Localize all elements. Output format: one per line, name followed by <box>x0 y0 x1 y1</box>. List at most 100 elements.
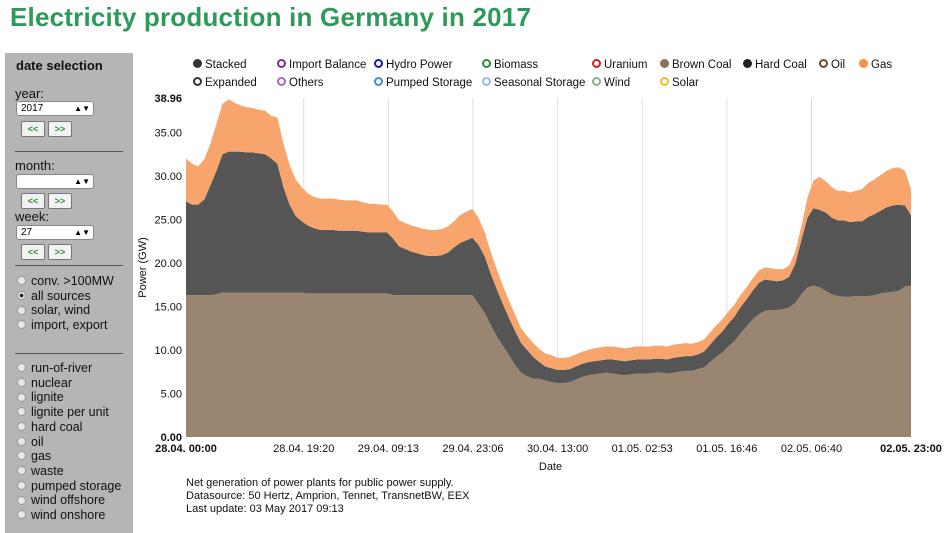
radio-button-icon[interactable] <box>17 495 26 505</box>
source-radio[interactable]: wind onshore <box>17 508 105 522</box>
source-radio[interactable]: waste <box>17 464 64 478</box>
source-radio[interactable]: oil <box>17 435 44 449</box>
month-select[interactable]: ▲▼ <box>16 174 94 189</box>
mode-radio[interactable]: solar, wind <box>17 303 90 317</box>
divider <box>15 265 123 266</box>
select-arrows-icon: ▲▼ <box>74 177 90 186</box>
legend-marker-icon <box>859 59 868 69</box>
radio-button-icon[interactable] <box>17 407 26 417</box>
mode-radio[interactable]: import, export <box>17 318 107 332</box>
legend-label: Oil <box>831 59 846 71</box>
source-radio-label: lignite <box>31 390 64 405</box>
source-radio[interactable]: run-of-river <box>17 361 92 375</box>
source-radio[interactable]: wind offshore <box>17 493 105 507</box>
date-selection-heading: date selection <box>16 58 103 73</box>
week-prev-button[interactable]: << <box>21 244 45 260</box>
legend-item[interactable]: Hard Coal <box>743 59 807 71</box>
divider <box>15 353 123 354</box>
x-tick-label: 29.04. 23:06 <box>442 443 503 455</box>
radio-button-icon[interactable] <box>17 320 26 330</box>
week-label: week: <box>15 209 49 224</box>
month-prev-button[interactable]: << <box>21 193 45 209</box>
legend-item[interactable]: Uranium <box>592 59 647 71</box>
source-radio-label: gas <box>31 449 52 464</box>
x-axis-label: Date <box>539 461 562 473</box>
legend-marker-icon <box>482 59 491 69</box>
legend-label: Seasonal Storage <box>494 77 586 89</box>
x-tick-label: 02.05. 23:00 <box>880 443 942 455</box>
legend-marker-icon <box>482 77 491 87</box>
radio-button-icon[interactable] <box>17 510 26 520</box>
radio-button-icon[interactable] <box>17 422 26 431</box>
week-select[interactable]: 27 ▲▼ <box>16 225 94 240</box>
radio-button-icon[interactable] <box>17 276 26 286</box>
source-radio-label: hard coal <box>31 419 83 434</box>
year-next-button[interactable]: >> <box>48 121 72 137</box>
source-radio[interactable]: hard coal <box>17 420 82 434</box>
legend-label: Others <box>289 77 324 89</box>
month-label: month: <box>15 158 55 173</box>
series-area-brown-coal <box>186 285 911 437</box>
source-radio[interactable]: lignite per unit <box>17 405 109 419</box>
legend-item[interactable]: Brown Coal <box>660 59 731 71</box>
legend-marker-icon <box>193 59 202 69</box>
legend-label: Expanded <box>205 77 257 89</box>
legend-item[interactable]: Gas <box>859 59 892 71</box>
radio-button-icon[interactable] <box>17 377 26 387</box>
x-tick-label: 01.05. 16:46 <box>696 443 757 455</box>
legend-marker-icon <box>277 59 286 69</box>
legend-label: Gas <box>871 59 893 71</box>
week-next-button[interactable]: >> <box>48 244 72 260</box>
y-tick-label: 5.00 <box>161 388 182 400</box>
legend-label: Hard Coal <box>755 59 807 71</box>
source-radio-label: waste <box>31 463 64 478</box>
source-radio[interactable]: pumped storage <box>17 479 121 493</box>
legend-item[interactable]: Stacked <box>193 59 247 71</box>
source-radio[interactable]: nuclear <box>17 376 72 390</box>
radio-button-icon[interactable] <box>17 290 26 300</box>
series-area-gas <box>186 99 911 371</box>
source-radio-label: pumped storage <box>31 478 122 493</box>
radio-button-icon[interactable] <box>17 451 26 461</box>
note-line: Last update: 03 May 2017 09:13 <box>186 503 344 515</box>
legend-item[interactable]: Expanded <box>193 77 257 89</box>
y-tick-label: 35.00 <box>154 127 182 139</box>
source-radio[interactable]: gas <box>17 449 51 463</box>
month-next-button[interactable]: >> <box>48 193 72 209</box>
source-radio[interactable]: lignite <box>17 390 64 404</box>
radio-button-icon[interactable] <box>17 480 26 490</box>
legend-item[interactable]: Seasonal Storage <box>482 77 585 89</box>
legend-item[interactable]: Solar <box>660 77 699 89</box>
page-title: Electricity production in Germany in 201… <box>10 2 532 32</box>
legend-marker-icon <box>374 77 383 87</box>
legend-item[interactable]: Hydro Power <box>374 59 452 71</box>
legend-item[interactable]: Oil <box>819 59 845 71</box>
source-radio-label: run-of-river <box>31 361 93 375</box>
radio-button-icon[interactable] <box>17 363 26 373</box>
y-tick-label: 38.96 <box>154 93 182 105</box>
legend-item[interactable]: Pumped Storage <box>374 77 472 89</box>
legend-item[interactable]: Wind <box>592 77 630 89</box>
mode-radio[interactable]: all sources <box>17 289 91 303</box>
legend-item[interactable]: Import Balance <box>277 59 366 71</box>
radio-button-icon[interactable] <box>17 466 26 476</box>
year-select[interactable]: 2017 ▲▼ <box>16 101 94 116</box>
radio-button-icon[interactable] <box>17 305 26 315</box>
y-axis-label: Power (GW) <box>137 237 149 298</box>
x-tick-label: 30.04. 13:00 <box>527 443 588 455</box>
legend-item[interactable]: Biomass <box>482 59 538 71</box>
y-tick-label: 10.00 <box>154 345 182 357</box>
radio-button-icon[interactable] <box>17 436 26 446</box>
legend-item[interactable]: Others <box>277 77 324 89</box>
y-tick-label: 30.00 <box>154 171 182 183</box>
legend-label: Hydro Power <box>386 59 453 71</box>
legend-marker-icon <box>660 77 669 87</box>
mode-radio[interactable]: conv. >100MW <box>17 274 114 288</box>
year-prev-button[interactable]: << <box>21 121 45 137</box>
radio-button-icon[interactable] <box>17 392 26 402</box>
legend-label: Solar <box>672 77 699 89</box>
mode-radio-label: all sources <box>31 288 91 303</box>
y-tick-label: 20.00 <box>154 258 182 270</box>
legend-label: Stacked <box>205 59 247 71</box>
series-area-hard-coal <box>186 151 911 384</box>
